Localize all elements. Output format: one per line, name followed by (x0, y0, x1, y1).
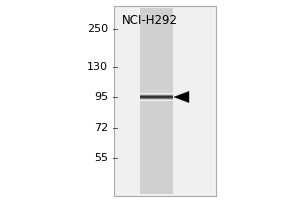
Bar (140, 98, 172, 99)
Text: 250: 250 (87, 24, 108, 34)
Text: 130: 130 (87, 62, 108, 72)
Text: 95: 95 (94, 92, 108, 102)
Bar (140, 99, 172, 100)
Bar (140, 93, 172, 94)
Bar (140, 95, 172, 96)
Bar (140, 96, 172, 97)
Text: 55: 55 (94, 153, 108, 163)
Bar (140, 97, 172, 98)
Bar (140, 94, 172, 95)
Text: 72: 72 (94, 123, 108, 133)
FancyBboxPatch shape (140, 8, 172, 194)
FancyBboxPatch shape (114, 6, 216, 196)
Polygon shape (174, 91, 189, 103)
Text: NCI-H292: NCI-H292 (122, 14, 178, 27)
Bar (140, 100, 172, 101)
